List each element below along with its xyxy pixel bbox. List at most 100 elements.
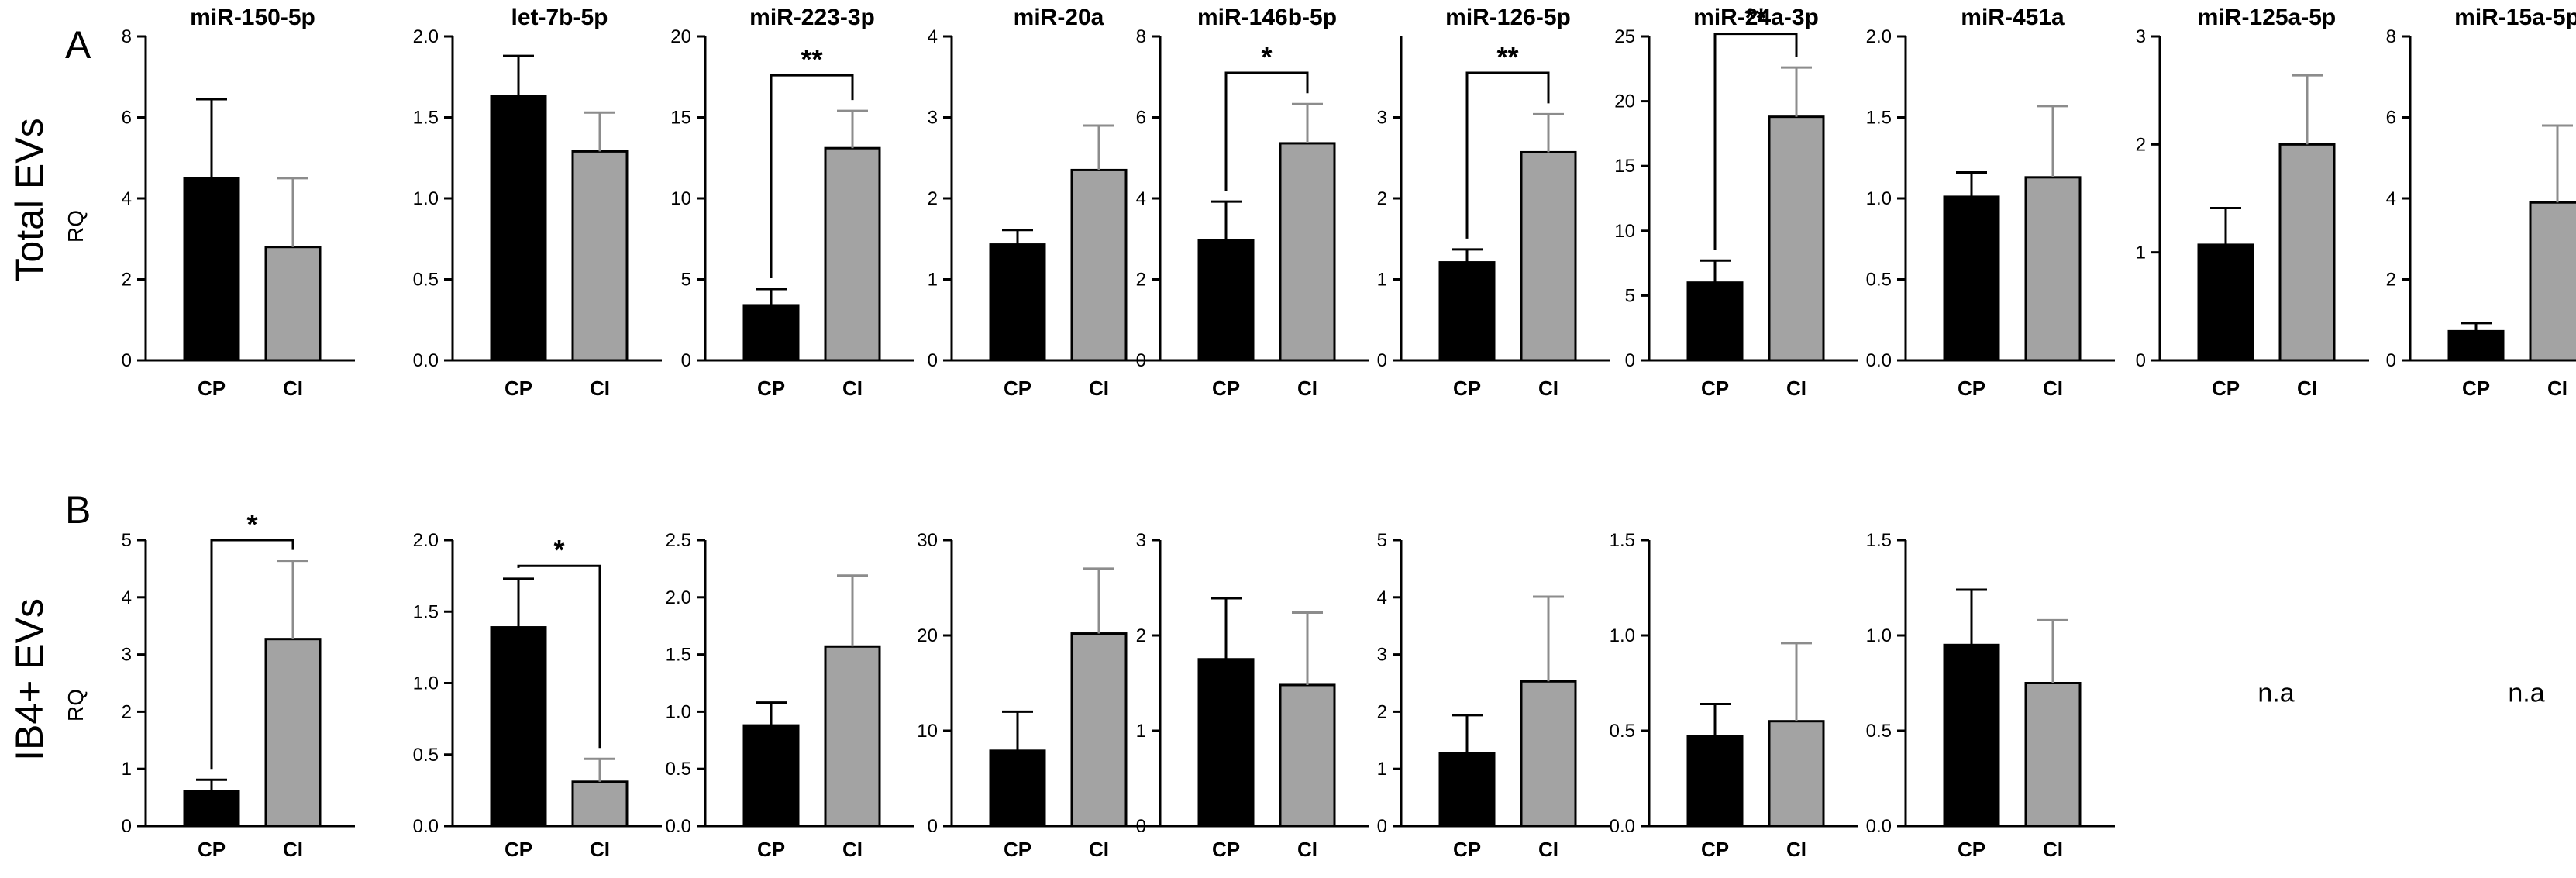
x-category-label: CP bbox=[198, 838, 226, 861]
chart-title-mir-223-3p: miR-223-3p bbox=[749, 5, 875, 30]
y-tick-label-mir-146b-5p: 3 bbox=[1136, 530, 1146, 551]
y-tick-label-let-7b-5p: 2.0 bbox=[413, 26, 439, 47]
y-tick-label-mir-20a: 0 bbox=[928, 350, 938, 371]
y-tick-label-mir-150-5p: 0 bbox=[122, 350, 132, 371]
chart-title-mir-24a-3p: miR-24a-3p bbox=[1693, 5, 1819, 30]
bar-mir-223-3p-cp bbox=[742, 304, 800, 362]
y-tick-label-mir-223-3p: 0.5 bbox=[666, 759, 691, 780]
x-category-label: CI bbox=[283, 377, 303, 400]
y-tick-label-mir-125a-5p: 0 bbox=[2136, 350, 2146, 371]
y-tick-label-mir-146b-5p: 0 bbox=[1136, 816, 1146, 837]
y-tick-label-mir-150-5p: 3 bbox=[122, 645, 132, 666]
y-tick-label-mir-126-5p: 5 bbox=[1377, 530, 1387, 551]
x-category-label: CI bbox=[1538, 838, 1558, 861]
x-category-label: CP bbox=[1453, 838, 1481, 861]
y-tick-label-mir-15a-5p: 8 bbox=[2386, 26, 2396, 47]
y-tick-label-mir-20a: 30 bbox=[917, 530, 938, 551]
x-category-label: CI bbox=[1297, 838, 1317, 861]
y-tick-label-mir-24a-3p: 10 bbox=[1614, 221, 1635, 242]
y-tick-label-mir-146b-5p: 0 bbox=[1136, 350, 1146, 371]
significance-label-mir-24a-3p: ** bbox=[1744, 2, 1766, 34]
y-tick-label-mir-451a: 2.0 bbox=[1866, 26, 1892, 47]
y-tick-label-mir-20a: 2 bbox=[928, 188, 938, 209]
significance-bracket-mir-223-3p bbox=[770, 74, 854, 279]
y-tick-label-mir-126-5p: 0 bbox=[1377, 350, 1387, 371]
y-tick-label-mir-451a: 1.0 bbox=[1866, 625, 1892, 646]
y-tick-label-mir-223-3p: 20 bbox=[670, 26, 691, 47]
x-category-label: CP bbox=[505, 838, 532, 861]
bar-let-7b-5p-cp bbox=[490, 626, 547, 828]
y-tick-label-mir-24a-3p: 0.0 bbox=[1610, 816, 1635, 837]
na-label-mir-125a-5p: n.a bbox=[2257, 679, 2294, 708]
y-tick-label-mir-150-5p: 0 bbox=[122, 816, 132, 837]
y-tick-label-mir-223-3p: 5 bbox=[681, 270, 691, 291]
significance-bracket-mir-24a-3p bbox=[1713, 33, 1798, 250]
y-tick-label-mir-146b-5p: 4 bbox=[1136, 188, 1146, 209]
x-category-label: CP bbox=[505, 377, 532, 400]
y-tick-label-mir-15a-5p: 6 bbox=[2386, 108, 2396, 129]
y-axis-label: RQ bbox=[64, 210, 88, 243]
y-tick-label-mir-451a: 1.5 bbox=[1866, 108, 1892, 129]
significance-label-let-7b-5p: * bbox=[553, 534, 564, 566]
y-tick-label-mir-20a: 10 bbox=[917, 721, 938, 742]
bar-mir-451a-cp bbox=[1943, 643, 2000, 828]
bar-mir-146b-5p-cp bbox=[1197, 658, 1255, 828]
row-label: IB4+ EVs bbox=[8, 598, 51, 761]
bar-mir-150-5p-cp bbox=[183, 177, 240, 362]
bar-mir-126-5p-ci bbox=[1520, 680, 1577, 828]
x-category-label: CP bbox=[757, 838, 785, 861]
x-category-label: CI bbox=[1786, 838, 1806, 861]
y-tick-label-let-7b-5p: 0.5 bbox=[413, 745, 439, 766]
x-category-label: CP bbox=[2462, 377, 2490, 400]
bar-mir-24a-3p-ci bbox=[1768, 720, 1825, 828]
y-tick-label-mir-15a-5p: 0 bbox=[2386, 350, 2396, 371]
x-category-label: CP bbox=[1958, 838, 1985, 861]
y-tick-label-mir-126-5p: 2 bbox=[1377, 701, 1387, 722]
x-category-label: CI bbox=[1089, 838, 1109, 861]
y-tick-label-mir-24a-3p: 1.0 bbox=[1610, 625, 1635, 646]
y-tick-label-let-7b-5p: 0.0 bbox=[413, 816, 439, 837]
y-tick-label-mir-150-5p: 5 bbox=[122, 530, 132, 551]
x-category-label: CI bbox=[842, 377, 863, 400]
y-tick-label-mir-146b-5p: 2 bbox=[1136, 270, 1146, 291]
y-tick-label-mir-20a: 0 bbox=[928, 816, 938, 837]
x-category-label: CP bbox=[1701, 838, 1729, 861]
y-tick-label-mir-146b-5p: 8 bbox=[1136, 26, 1146, 47]
y-tick-label-mir-451a: 1.0 bbox=[1866, 188, 1892, 209]
na-label-mir-15a-5p: n.a bbox=[2508, 679, 2544, 708]
significance-label-mir-126-5p: ** bbox=[1496, 41, 1518, 73]
x-category-label: CI bbox=[842, 838, 863, 861]
bar-mir-146b-5p-cp bbox=[1197, 239, 1255, 362]
bar-mir-126-5p-ci bbox=[1520, 150, 1577, 362]
panel-label-B: B bbox=[65, 488, 91, 532]
bar-mir-451a-ci bbox=[2024, 682, 2082, 828]
bar-mir-24a-3p-cp bbox=[1686, 281, 1744, 362]
significance-label-mir-150-5p: * bbox=[246, 508, 257, 540]
x-category-label: CI bbox=[590, 838, 610, 861]
significance-bracket-let-7b-5p bbox=[517, 564, 601, 749]
y-tick-label-mir-24a-3p: 25 bbox=[1614, 26, 1635, 47]
y-tick-label-mir-20a: 4 bbox=[928, 26, 938, 47]
y-tick-label-mir-24a-3p: 20 bbox=[1614, 91, 1635, 112]
y-tick-label-mir-451a: 0.5 bbox=[1866, 270, 1892, 291]
x-category-label: CP bbox=[1004, 838, 1031, 861]
y-tick-label-mir-126-5p: 1 bbox=[1377, 270, 1387, 291]
bar-mir-451a-ci bbox=[2024, 176, 2082, 362]
significance-bracket-mir-150-5p bbox=[210, 539, 294, 770]
x-category-label: CP bbox=[2212, 377, 2240, 400]
x-category-label: CP bbox=[1212, 838, 1240, 861]
y-tick-label-mir-451a: 0.0 bbox=[1866, 816, 1892, 837]
bar-mir-15a-5p-ci bbox=[2529, 201, 2576, 362]
chart-title-mir-125a-5p: miR-125a-5p bbox=[2198, 5, 2336, 30]
y-tick-label-let-7b-5p: 0.0 bbox=[413, 350, 439, 371]
y-tick-label-mir-146b-5p: 1 bbox=[1136, 721, 1146, 742]
bar-mir-146b-5p-ci bbox=[1279, 683, 1336, 828]
y-tick-label-mir-126-5p: 0 bbox=[1377, 816, 1387, 837]
chart-title-mir-20a: miR-20a bbox=[1014, 5, 1104, 30]
x-category-label: CI bbox=[1297, 377, 1317, 400]
y-tick-label-mir-150-5p: 2 bbox=[122, 701, 132, 722]
y-tick-label-mir-150-5p: 4 bbox=[122, 587, 132, 608]
y-tick-label-let-7b-5p: 0.5 bbox=[413, 270, 439, 291]
y-tick-label-mir-223-3p: 0 bbox=[681, 350, 691, 371]
